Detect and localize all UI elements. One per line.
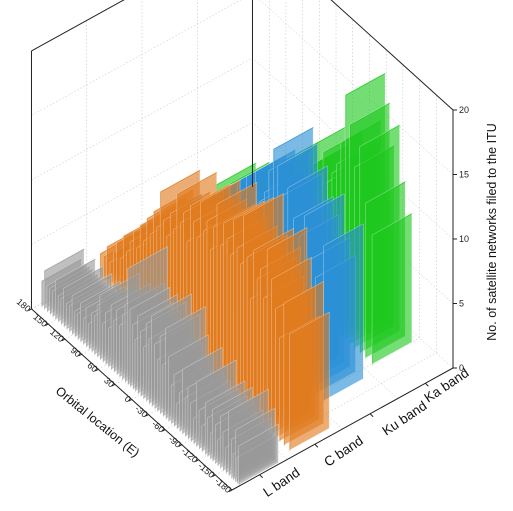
z-tick-label: 10: [459, 234, 469, 244]
x-tick-mark-4: [161, 429, 166, 432]
x-tick-label: 60: [85, 360, 99, 374]
bar-ka-band-34: [371, 212, 413, 365]
x-tick-mark-6: [128, 399, 132, 402]
frame-top-back: [31, 0, 125, 52]
x-tick-label: -30: [133, 404, 149, 420]
z-tick-label: 5: [459, 299, 464, 309]
frame-band-front: [231, 367, 454, 491]
x-tick-mark-0: [228, 489, 233, 493]
x-tick-mark-8: [95, 368, 99, 372]
x-tick-mark-2: [195, 459, 199, 462]
x-tick-label: 150: [31, 312, 49, 329]
x-tick-label: -60: [150, 419, 166, 435]
x-tick-mark-10: [61, 338, 66, 342]
x-tick-label: -120: [179, 446, 199, 465]
x-tick-label: -150: [196, 461, 216, 480]
grid-z-back-2: [31, 57, 253, 181]
bar-l-band-73: [238, 423, 280, 486]
x-tick-label: 90: [69, 345, 83, 359]
x-tick-label: 180: [15, 297, 33, 314]
z-tick-label: 20: [459, 105, 469, 115]
x-tick-mark-7: [111, 383, 116, 387]
x-tick-label: 120: [48, 327, 66, 344]
band-label-l: L band: [260, 465, 302, 500]
x-tick-mark-1: [212, 474, 216, 477]
x-tick-mark-12: [28, 308, 32, 311]
z-axis-label: No. of satellite networks filed to the I…: [485, 123, 499, 340]
x-tick-mark-9: [78, 353, 82, 357]
x-tick-label: 30: [102, 375, 116, 389]
grid-z-back-4: [31, 0, 125, 52]
band-tick-mark-0: [259, 474, 263, 479]
bar-c-band-55: [289, 311, 330, 451]
x-tick-mark-3: [178, 444, 183, 447]
band-tick-mark-1: [314, 443, 319, 448]
x-tick-label: 0: [123, 394, 133, 405]
x-tick-label: -90: [167, 434, 183, 450]
band-label-c: C band: [321, 433, 365, 470]
x-tick-label: -180: [213, 476, 233, 495]
x-tick-mark-5: [145, 414, 149, 417]
z-tick-label: 0: [459, 363, 464, 373]
grid-z-side-2: [252, 57, 454, 240]
z-tick-label: 15: [459, 170, 469, 180]
band-tick-mark-2: [369, 413, 374, 418]
x-tick-mark-11: [44, 323, 49, 327]
band-tick-mark-3: [425, 382, 429, 387]
ticks-layer: -180-150-120-90-60-300306090120150180051…: [15, 105, 469, 495]
frame-top-side: [330, 0, 454, 111]
bars-layer: [41, 72, 413, 486]
